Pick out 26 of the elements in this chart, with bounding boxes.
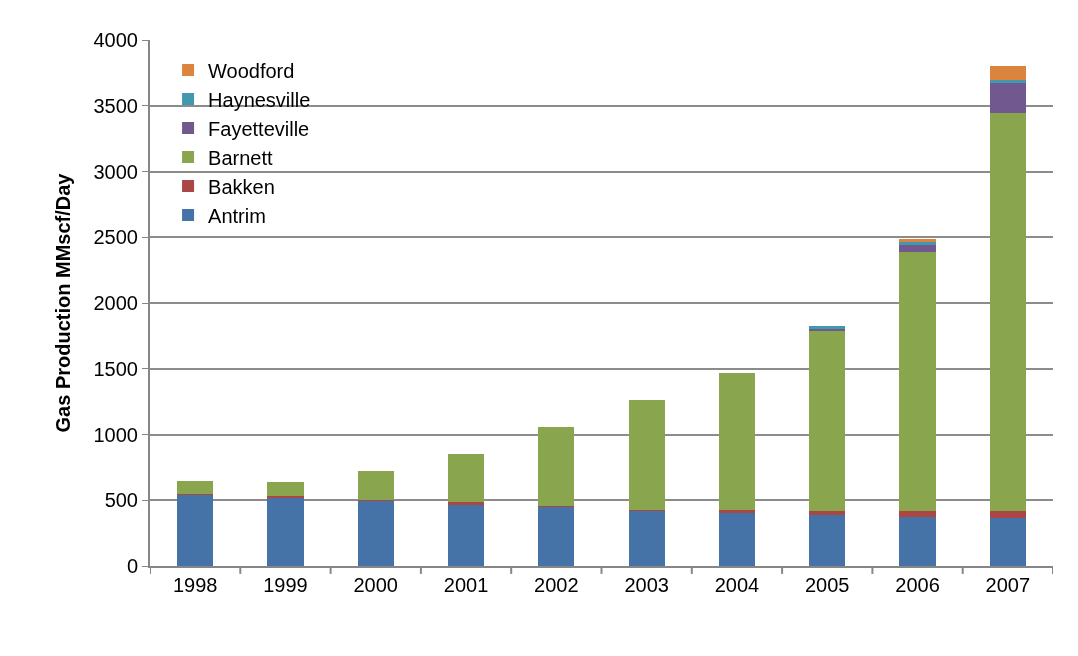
x-tick-label: 2001 [443, 574, 489, 596]
x-tick-label: 2005 [805, 574, 850, 596]
y-axis-title: Gas Production MMscf/Day [51, 172, 74, 433]
legend-label: Haynesville [208, 88, 311, 111]
y-tick-label: 1000 [93, 423, 138, 446]
legend-label: Antrim [208, 204, 266, 227]
y-tick-label: 500 [104, 489, 138, 512]
y-tick-label: 4000 [93, 29, 138, 51]
y-tick-label: 0 [126, 555, 138, 577]
x-tick-label: 2002 [534, 574, 579, 596]
legend-label: Fayetteville [208, 117, 310, 140]
y-tick-label: 3000 [93, 160, 138, 183]
x-tick-label: 1998 [172, 574, 218, 596]
y-tick-label: 3500 [93, 94, 138, 117]
legend-label: Woodford [208, 59, 295, 82]
y-tick-label: 2000 [93, 292, 138, 314]
x-tick-label: 1999 [263, 574, 308, 596]
legend-label: Barnett [208, 146, 273, 169]
y-tick-label: 2500 [93, 226, 138, 249]
x-tick-label: 2006 [895, 574, 940, 596]
y-tick-label: 1500 [93, 357, 138, 380]
x-tick-label: 2004 [714, 574, 760, 596]
x-tick-label: 2007 [985, 574, 1031, 596]
legend-label: Bakken [208, 175, 275, 198]
x-tick-label: 2000 [353, 574, 398, 596]
x-tick-label: 2003 [624, 574, 669, 596]
